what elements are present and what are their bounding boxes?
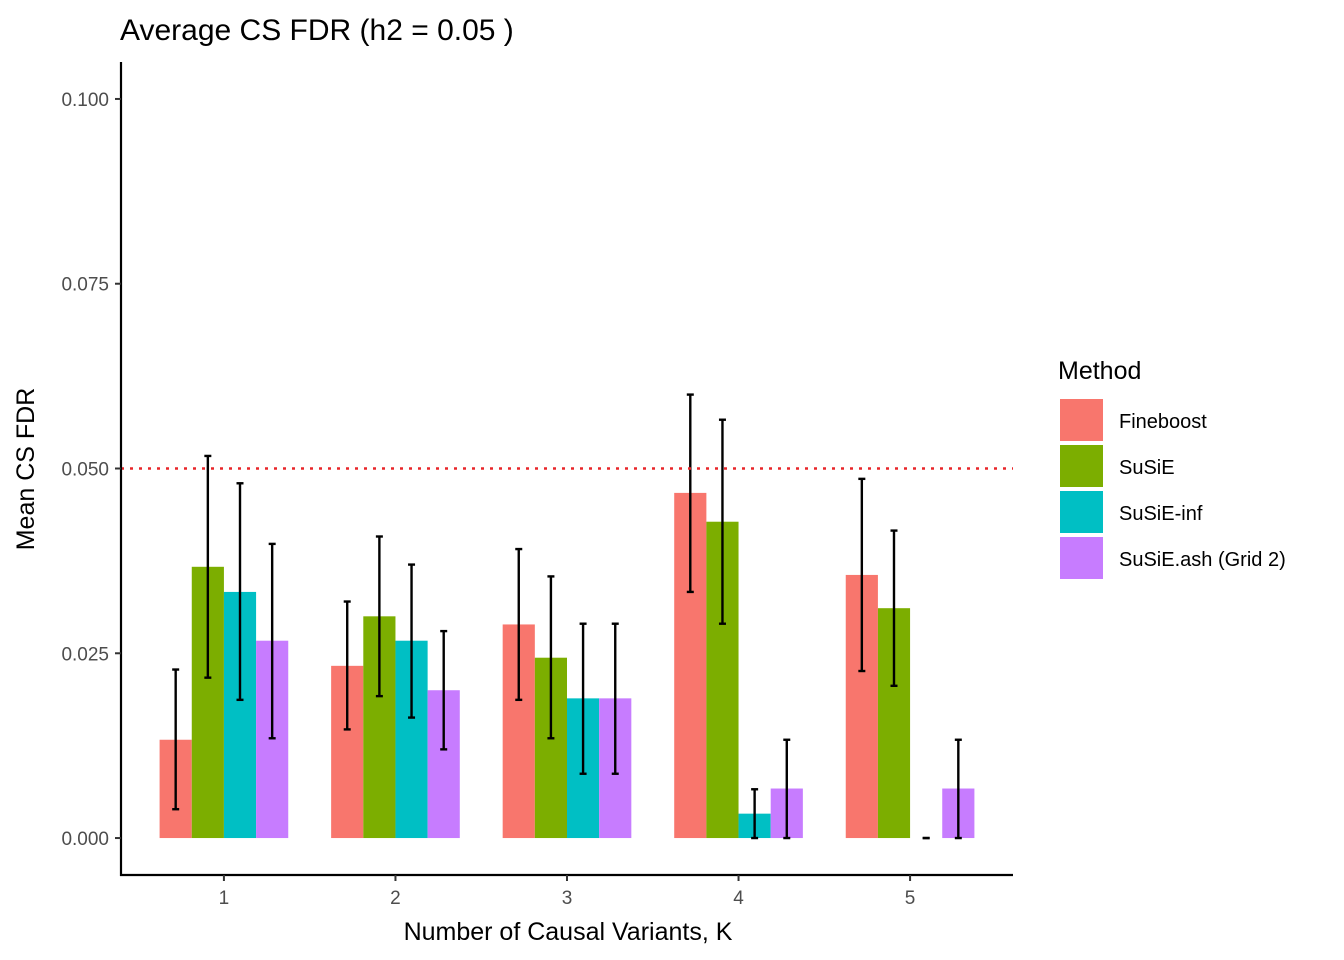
- legend-label: SuSiE-inf: [1119, 503, 1203, 525]
- x-tick-label: 2: [390, 888, 401, 909]
- chart-title: Average CS FDR (h2 = 0.05 ): [120, 14, 514, 47]
- legend-swatch: [1060, 399, 1103, 441]
- y-ticks: 0.000 0.025 0.050 0.075 0.100: [61, 90, 121, 850]
- y-tick-label: 0.050: [61, 460, 109, 481]
- legend-label: Fineboost: [1119, 411, 1207, 433]
- legend: Fineboost SuSiE SuSiE-inf SuSiE.ash (Grid 2…: [1060, 399, 1286, 579]
- x-tick-label: 3: [562, 888, 573, 909]
- y-tick-label: 0.025: [61, 644, 109, 665]
- legend-title: Method: [1058, 357, 1141, 385]
- y-tick-label: 0.000: [61, 829, 109, 850]
- x-tick-label: 5: [905, 888, 916, 909]
- y-tick-label: 0.075: [61, 275, 109, 296]
- y-tick-label: 0.100: [61, 90, 109, 111]
- x-axis-title: Number of Causal Variants, K: [404, 918, 733, 946]
- legend-label: SuSiE.ash (Grid 2): [1119, 549, 1286, 571]
- errorbars-layer: [172, 393, 962, 840]
- x-ticks: 1 2 3 4 5: [219, 875, 916, 909]
- x-tick-label: 4: [733, 888, 744, 909]
- legend-label: SuSiE: [1119, 457, 1175, 479]
- legend-swatch: [1060, 491, 1103, 533]
- legend-swatch: [1060, 537, 1103, 579]
- y-axis-title: Mean CS FDR: [12, 388, 40, 551]
- x-tick-label: 1: [219, 888, 230, 909]
- bars-layer: [159, 492, 975, 839]
- legend-swatch: [1060, 445, 1103, 487]
